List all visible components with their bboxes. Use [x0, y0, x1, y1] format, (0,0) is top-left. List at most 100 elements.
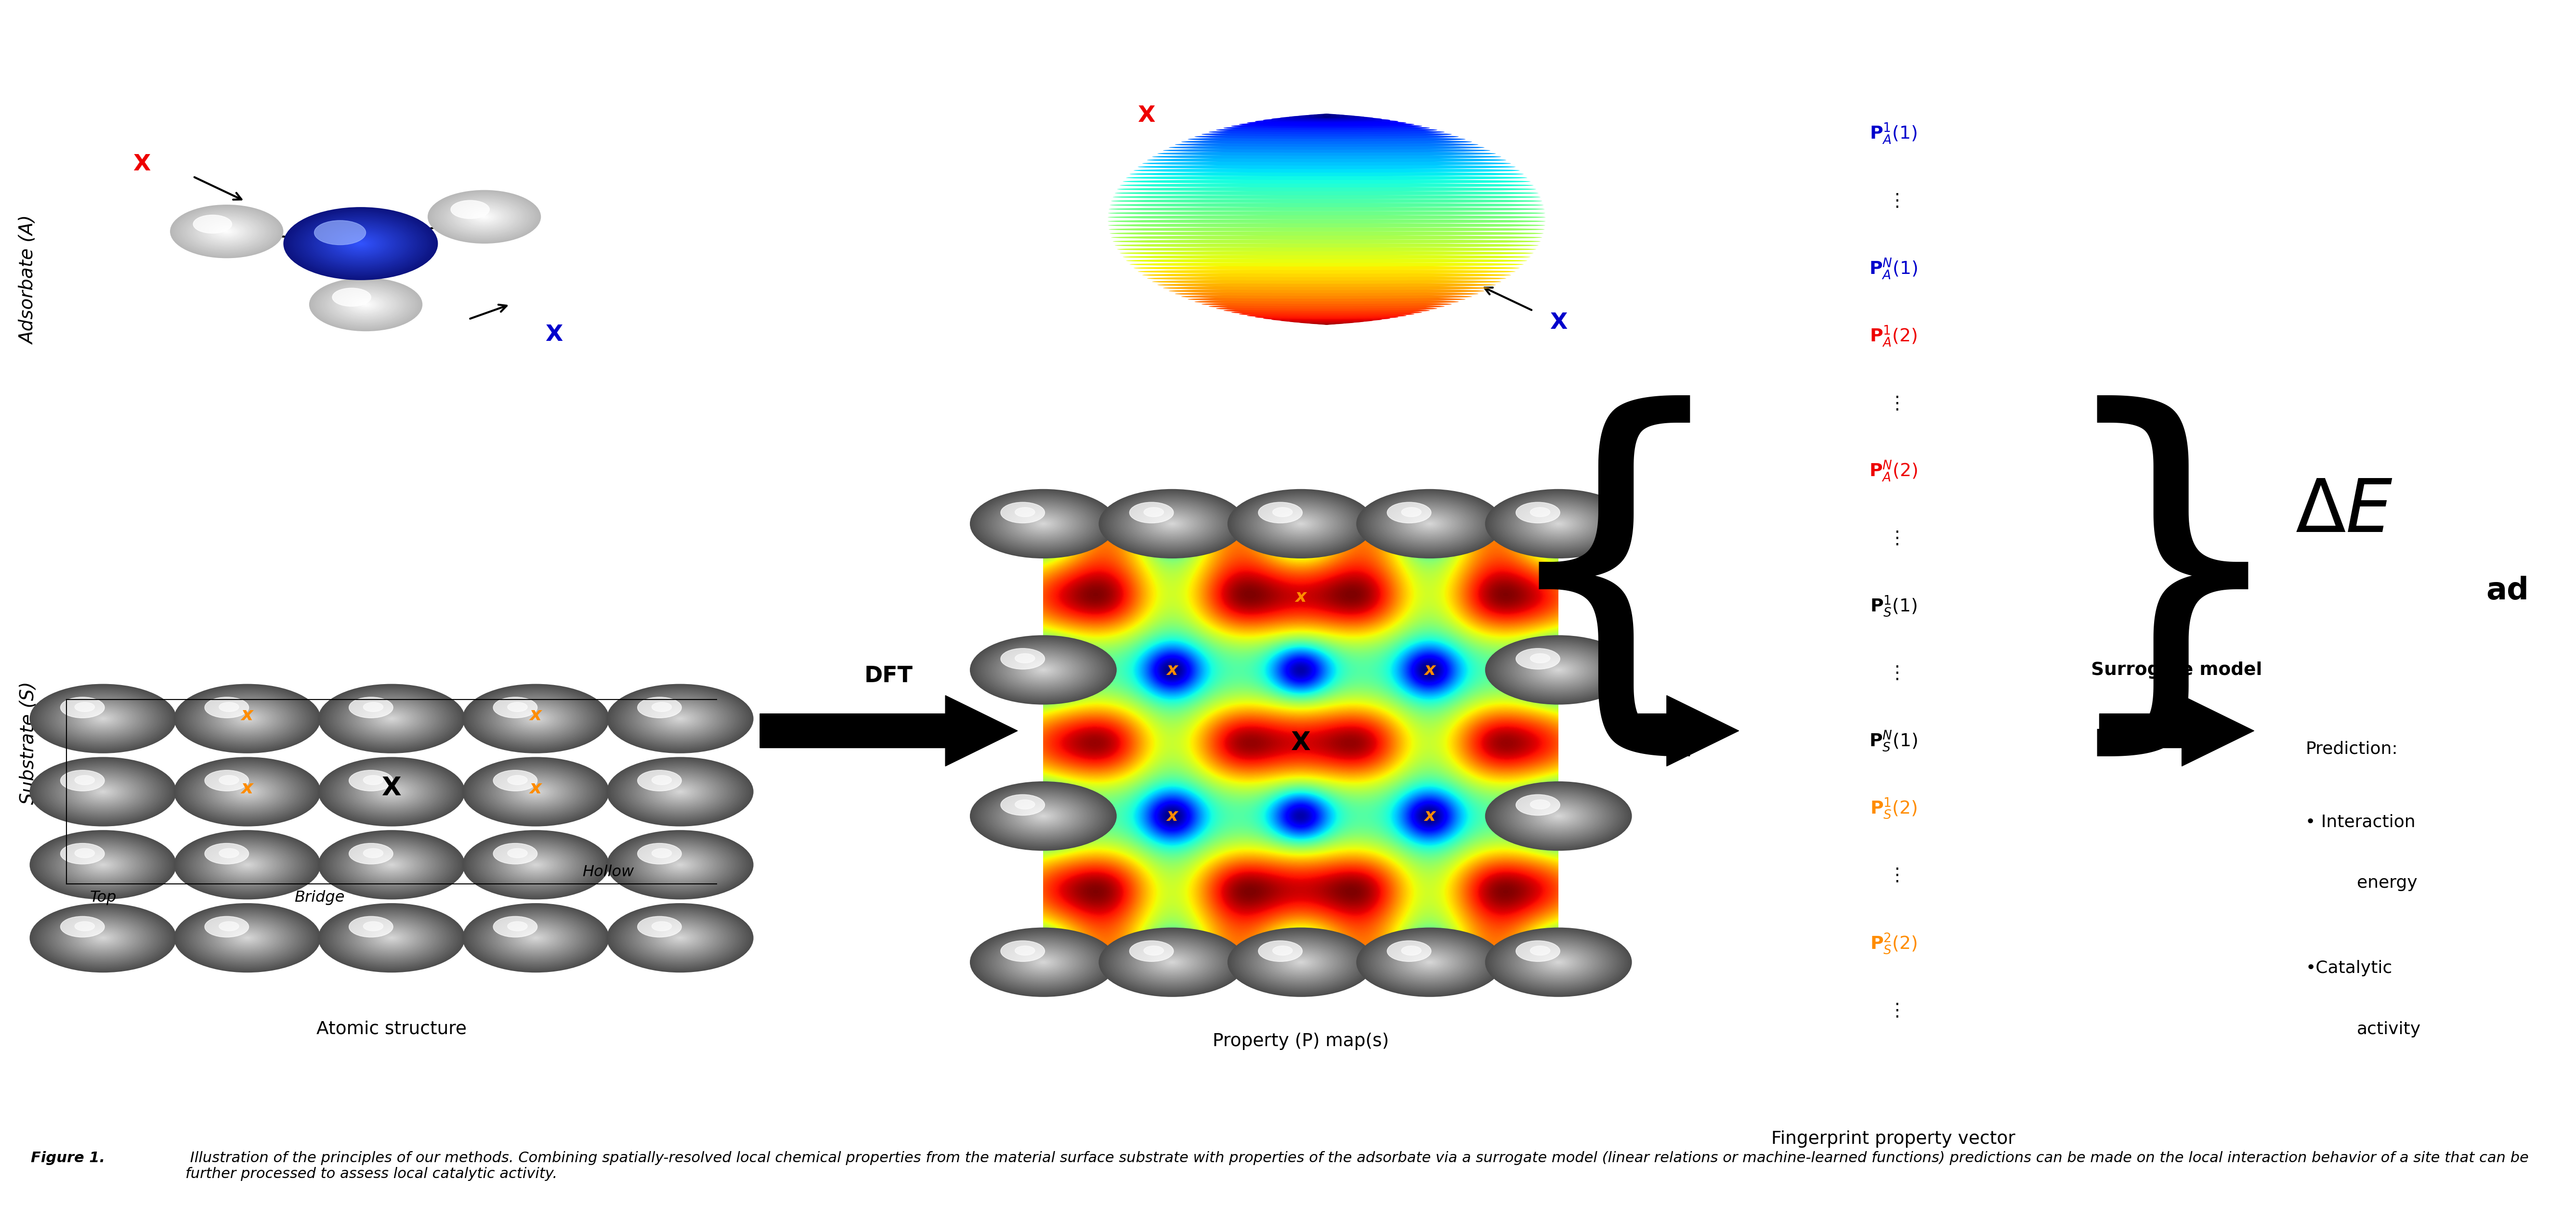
Circle shape: [1530, 510, 1587, 537]
Circle shape: [1551, 959, 1566, 966]
Circle shape: [77, 853, 129, 877]
Circle shape: [526, 860, 546, 870]
Circle shape: [675, 935, 685, 940]
Circle shape: [523, 859, 549, 871]
Circle shape: [386, 789, 397, 794]
Circle shape: [492, 771, 580, 812]
Circle shape: [98, 716, 108, 721]
Circle shape: [613, 833, 747, 896]
Text: X: X: [1291, 731, 1311, 755]
Circle shape: [497, 847, 574, 883]
Circle shape: [611, 905, 750, 971]
Circle shape: [93, 933, 113, 943]
Circle shape: [1517, 650, 1600, 689]
Circle shape: [654, 926, 706, 950]
Ellipse shape: [1139, 269, 1515, 274]
Circle shape: [1376, 498, 1484, 549]
Circle shape: [1510, 501, 1607, 547]
Circle shape: [523, 786, 549, 798]
Circle shape: [371, 855, 412, 875]
Circle shape: [1512, 648, 1605, 692]
Circle shape: [971, 782, 1115, 850]
Circle shape: [335, 233, 386, 256]
Circle shape: [487, 695, 585, 742]
Circle shape: [353, 847, 430, 883]
Circle shape: [1159, 956, 1185, 968]
Circle shape: [979, 786, 1108, 847]
Circle shape: [1030, 956, 1056, 968]
Circle shape: [64, 700, 142, 737]
Circle shape: [647, 922, 714, 954]
Circle shape: [185, 689, 309, 748]
Ellipse shape: [1208, 304, 1445, 308]
Circle shape: [675, 716, 685, 721]
Circle shape: [201, 843, 294, 887]
Circle shape: [234, 932, 260, 944]
Circle shape: [992, 499, 1095, 548]
Circle shape: [518, 783, 554, 800]
Circle shape: [1273, 510, 1329, 537]
Circle shape: [631, 769, 729, 815]
Circle shape: [520, 711, 551, 726]
Ellipse shape: [1113, 195, 1540, 200]
Circle shape: [376, 711, 407, 726]
Circle shape: [70, 849, 137, 881]
Circle shape: [987, 789, 1100, 843]
Circle shape: [330, 229, 392, 258]
Circle shape: [1298, 523, 1303, 525]
Circle shape: [201, 219, 252, 244]
Text: Substrate (S): Substrate (S): [18, 681, 39, 805]
Circle shape: [31, 758, 175, 826]
Circle shape: [75, 924, 131, 951]
Circle shape: [335, 838, 448, 892]
Circle shape: [1535, 951, 1582, 973]
Circle shape: [368, 927, 415, 949]
Circle shape: [100, 937, 106, 939]
Circle shape: [523, 932, 549, 944]
Circle shape: [665, 931, 696, 945]
Circle shape: [188, 691, 307, 747]
Circle shape: [613, 687, 747, 750]
Circle shape: [634, 770, 726, 814]
Text: $\mathbf{P}^N_S(1)$: $\mathbf{P}^N_S(1)$: [1870, 730, 1917, 753]
Circle shape: [309, 278, 422, 331]
Circle shape: [489, 697, 582, 741]
Circle shape: [1136, 945, 1208, 979]
Circle shape: [1275, 512, 1327, 536]
Circle shape: [224, 781, 270, 803]
Circle shape: [95, 715, 111, 722]
Circle shape: [1123, 939, 1221, 985]
Text: $\vdots$: $\vdots$: [1888, 530, 1899, 547]
Circle shape: [999, 648, 1046, 669]
Circle shape: [497, 700, 574, 737]
Circle shape: [33, 759, 173, 825]
Circle shape: [343, 769, 440, 815]
Circle shape: [1141, 948, 1203, 977]
Circle shape: [1275, 950, 1327, 974]
Circle shape: [242, 862, 252, 867]
Circle shape: [1553, 521, 1564, 526]
Circle shape: [1249, 499, 1352, 548]
Circle shape: [85, 710, 121, 727]
Circle shape: [1023, 952, 1064, 972]
Ellipse shape: [1123, 179, 1530, 184]
Circle shape: [224, 927, 273, 950]
Circle shape: [657, 781, 703, 803]
Text: DFT: DFT: [866, 665, 912, 687]
Circle shape: [381, 933, 402, 943]
Circle shape: [224, 230, 229, 233]
Text: $\mathbf{P}^N_A(1)$: $\mathbf{P}^N_A(1)$: [1870, 257, 1917, 281]
Circle shape: [1105, 931, 1239, 994]
Circle shape: [636, 843, 683, 864]
Circle shape: [185, 762, 309, 821]
Circle shape: [1360, 929, 1499, 995]
Circle shape: [502, 922, 569, 954]
Circle shape: [366, 706, 417, 731]
Circle shape: [93, 787, 113, 797]
Circle shape: [1538, 806, 1579, 826]
Circle shape: [62, 845, 144, 884]
Circle shape: [652, 922, 672, 931]
Circle shape: [1244, 497, 1358, 551]
Circle shape: [1010, 508, 1077, 540]
Circle shape: [332, 910, 451, 966]
